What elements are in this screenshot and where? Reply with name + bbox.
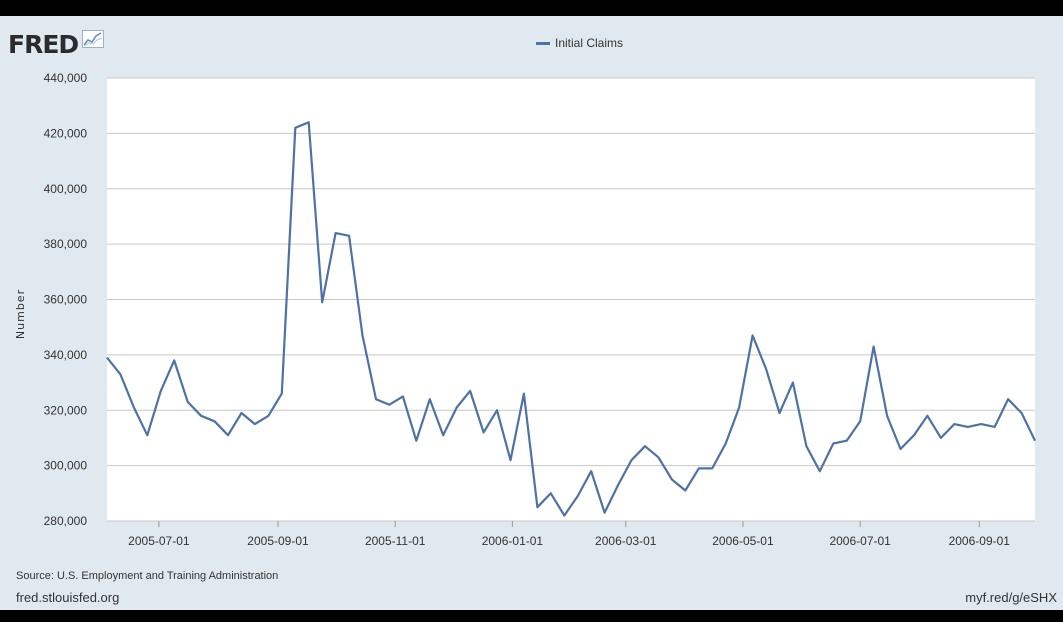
y-tick-label: 420,000: [44, 126, 88, 140]
x-tick-label: 2005-07-01: [128, 534, 190, 548]
y-tick-label: 280,000: [44, 514, 88, 528]
chart-frame: FRED Initial Claims 280,000 300,000 320,00…: [0, 16, 1063, 610]
x-tick-label: 2006-07-01: [829, 534, 891, 548]
y-tick-label: 360,000: [44, 293, 88, 307]
y-tick-label: 320,000: [44, 403, 88, 417]
gridlines: [107, 77, 1035, 522]
x-tick-label: 2006-09-01: [949, 534, 1011, 548]
x-tick-label: 2005-11-01: [365, 534, 426, 548]
y-axis-label: Number: [14, 289, 27, 339]
x-tick-label: 2006-05-01: [712, 534, 774, 548]
y-axis-ticks: 280,000 300,000 320,000 340,000 360,000 380,0…: [44, 71, 88, 528]
line-chart: 280,000 300,000 320,000 340,000 360,000 380,0…: [14, 71, 1036, 548]
legend-label: Initial Claims: [555, 36, 624, 50]
legend[interactable]: Initial Claims: [536, 36, 623, 50]
y-tick-label: 300,000: [44, 459, 88, 473]
x-tick-label: 2006-03-01: [595, 534, 657, 548]
chart-line-icon: [82, 30, 104, 48]
x-tick-label: 2005-09-01: [247, 534, 309, 548]
series-line-initial-claims: [106, 121, 1036, 517]
y-tick-label: 400,000: [44, 182, 88, 196]
y-tick-label: 340,000: [44, 348, 88, 362]
x-axis-ticks: 2005-07-01 2005-09-01 2005-11-01 2006-01-01…: [128, 521, 1010, 548]
source-note: Source: U.S. Employment and Training Adm…: [16, 570, 279, 582]
y-tick-label: 380,000: [44, 237, 88, 251]
fred-logo: FRED: [8, 30, 79, 59]
y-tick-label: 440,000: [44, 71, 88, 85]
x-tick-label: 2006-01-01: [482, 534, 544, 548]
site-link[interactable]: fred.stlouisfed.org: [16, 590, 120, 605]
short-link[interactable]: myf.red/g/eSHX: [965, 590, 1057, 605]
legend-swatch: [536, 41, 550, 45]
